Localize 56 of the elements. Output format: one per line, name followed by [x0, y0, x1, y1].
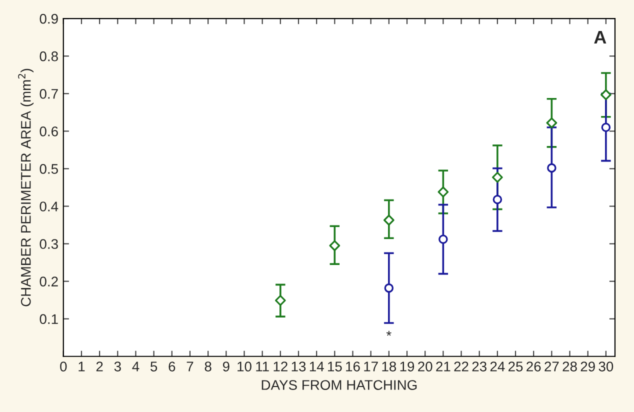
x-tick-label: 24 [490, 362, 505, 372]
x-tick-label: 20 [418, 362, 432, 372]
y-tick-label: 0.1 [40, 314, 58, 324]
x-tick-label: 5 [150, 362, 158, 372]
y-axis-title: CHAMBER PERIMETER AREA (mm$^{2}$) [18, 68, 34, 306]
y-tick-label: 0.6 [40, 126, 58, 136]
x-tick-label: 16 [346, 362, 360, 372]
x-tick-label: 7 [186, 362, 194, 372]
x-tick-label: 19 [400, 362, 414, 372]
x-tick-label: 11 [256, 362, 269, 372]
x-tick-label: 17 [364, 362, 378, 372]
x-tick-label: 12 [274, 362, 288, 372]
annotation: A [594, 31, 606, 44]
point [438, 186, 449, 198]
y-tick-label: 0.8 [40, 51, 58, 62]
x-tick-label: 18 [382, 362, 396, 372]
x-tick-label: 8 [204, 362, 212, 372]
x-tick-label: 4 [132, 362, 140, 372]
x-axis-title: DAYS FROM HATCHING [262, 380, 417, 390]
x-tick-label: 26 [526, 362, 541, 372]
point [384, 283, 394, 293]
point [329, 240, 340, 252]
x-tick-label: 3 [114, 362, 121, 372]
x-tick-label: 30 [598, 362, 614, 372]
point [492, 194, 502, 204]
annotation: * [386, 330, 392, 336]
x-tick-label: 29 [580, 362, 595, 372]
x-tick-label: 25 [508, 362, 523, 372]
y-tick-label: 0.2 [40, 276, 58, 286]
x-tick-label: 14 [310, 362, 324, 372]
y-tick-label: 0.3 [40, 239, 58, 249]
point [600, 89, 612, 100]
x-tick-label: 15 [328, 362, 342, 372]
x-tick-label: 10 [238, 362, 252, 372]
y-tick-label: 0.9 [40, 14, 58, 24]
point [547, 163, 556, 173]
x-tick-label: 1 [78, 362, 85, 372]
x-tick-label: 21 [436, 362, 450, 372]
x-tick-label: 0 [60, 362, 67, 372]
point [546, 117, 558, 128]
x-tick-label: 22 [454, 362, 468, 372]
y-tick-label: 0.7 [40, 88, 58, 99]
y-tick-label: 0.5 [40, 164, 58, 174]
x-tick-label: 9 [222, 362, 230, 372]
x-tick-label: 13 [292, 362, 306, 372]
y-tick-label: 0.4 [40, 202, 58, 212]
point [492, 172, 503, 183]
x-tick-label: 28 [562, 362, 577, 372]
x-tick-label: 27 [544, 362, 559, 372]
point [601, 122, 611, 132]
x-tick-label: 6 [168, 362, 176, 372]
x-tick-label: 2 [96, 362, 103, 372]
point [274, 295, 286, 306]
point [438, 234, 448, 244]
point [383, 214, 394, 226]
x-tick-label: 23 [472, 362, 486, 372]
